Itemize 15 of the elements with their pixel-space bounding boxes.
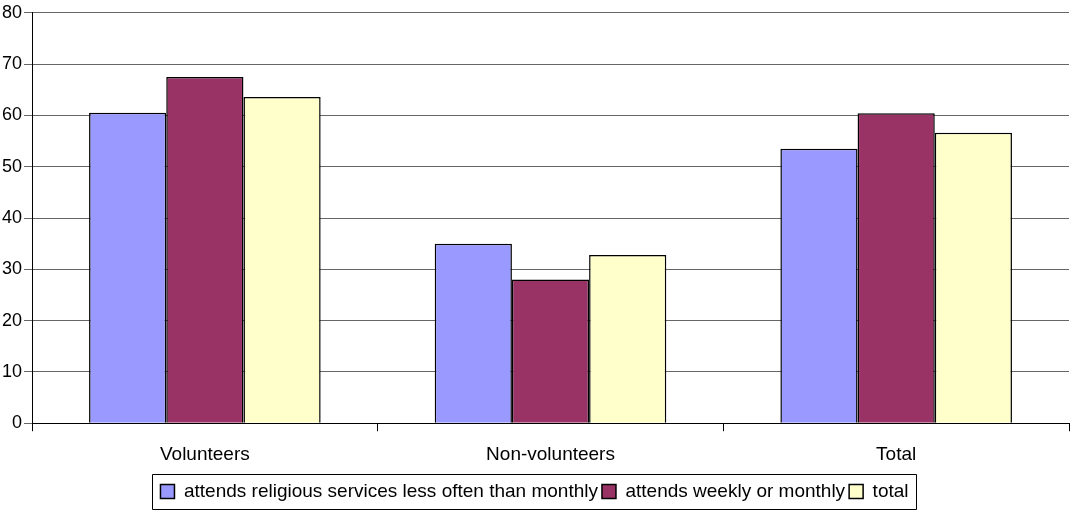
x-tick-label: Total [876,442,917,464]
legend-label: total [872,479,909,501]
y-tick-label: 30 [1,258,23,279]
y-tick-label: 50 [1,155,23,176]
x-tick-label: Volunteers [159,442,250,464]
y-tick-label: 20 [1,309,23,330]
legend-label: attends religious services less often than monthly [183,479,599,501]
y-tick-label: 80 [1,1,23,22]
legend-label: attends weekly or monthly [625,479,846,501]
y-tick-label: 60 [1,104,23,125]
y-tick-label: 40 [1,206,23,227]
y-tick-label: 0 [12,412,23,433]
y-tick-label: 70 [1,53,23,74]
x-tick-label: Non-volunteers [486,442,615,464]
y-tick-label: 10 [1,360,23,381]
